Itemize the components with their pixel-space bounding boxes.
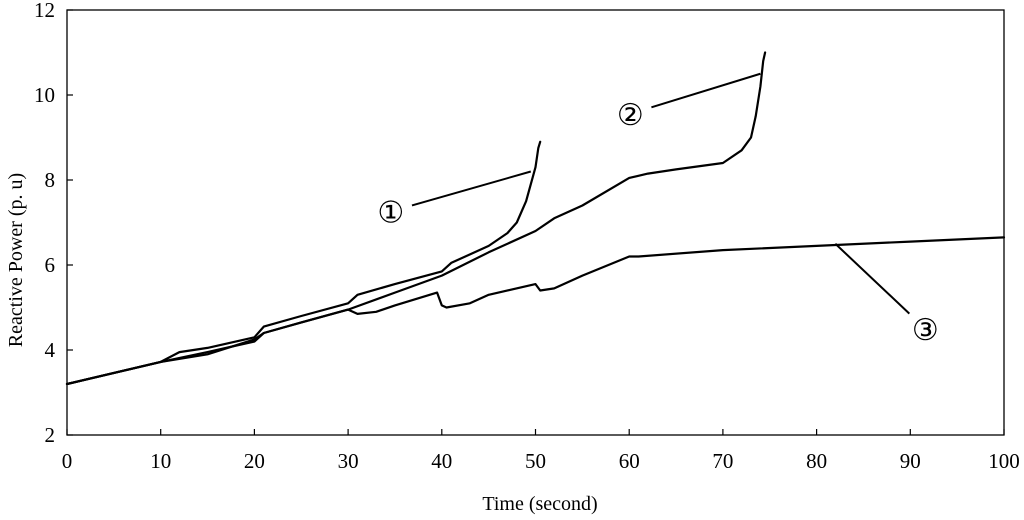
annotation-label-2: ② (617, 98, 644, 133)
series-line-1 (65, 140, 542, 386)
series-line-3 (65, 236, 1006, 386)
x-tick-label: 20 (244, 449, 265, 473)
x-axis-title: Time (second) (482, 493, 597, 515)
axis-ticks: 0 10 20 30 40 50 60 70 80 90 100 2 4 6 8 10 12 (34, 0, 1020, 473)
x-tick-label: 90 (900, 449, 921, 473)
x-tick-label: 0 (62, 449, 73, 473)
annotation-label-1: ① (377, 196, 404, 231)
x-tick-label: 10 (150, 449, 171, 473)
y-tick-label: 8 (45, 168, 56, 192)
x-tick-label: 40 (431, 449, 452, 473)
x-tick-label: 70 (712, 449, 733, 473)
series-line-2 (65, 51, 767, 386)
y-tick-label: 6 (45, 253, 56, 277)
plot-frame (66, 9, 1005, 436)
series-group (65, 51, 1006, 386)
x-tick-label: 50 (525, 449, 546, 473)
y-tick-label: 10 (34, 83, 55, 107)
annotation-label-3: ③ (912, 313, 939, 348)
y-tick-label: 2 (45, 423, 56, 447)
annotation-leader-line (411, 170, 532, 207)
y-tick-label: 4 (45, 338, 56, 362)
annotation-leader-line (651, 72, 761, 109)
y-axis-title: Reactive Power (p. u) (5, 173, 27, 347)
y-tick-label: 12 (34, 0, 55, 22)
annotation-leader-line (834, 243, 911, 315)
x-tick-label: 30 (338, 449, 359, 473)
annotation-group: ① ② ③ (377, 72, 939, 348)
x-tick-label: 100 (988, 449, 1020, 473)
x-tick-label: 80 (806, 449, 827, 473)
x-tick-label: 60 (619, 449, 640, 473)
